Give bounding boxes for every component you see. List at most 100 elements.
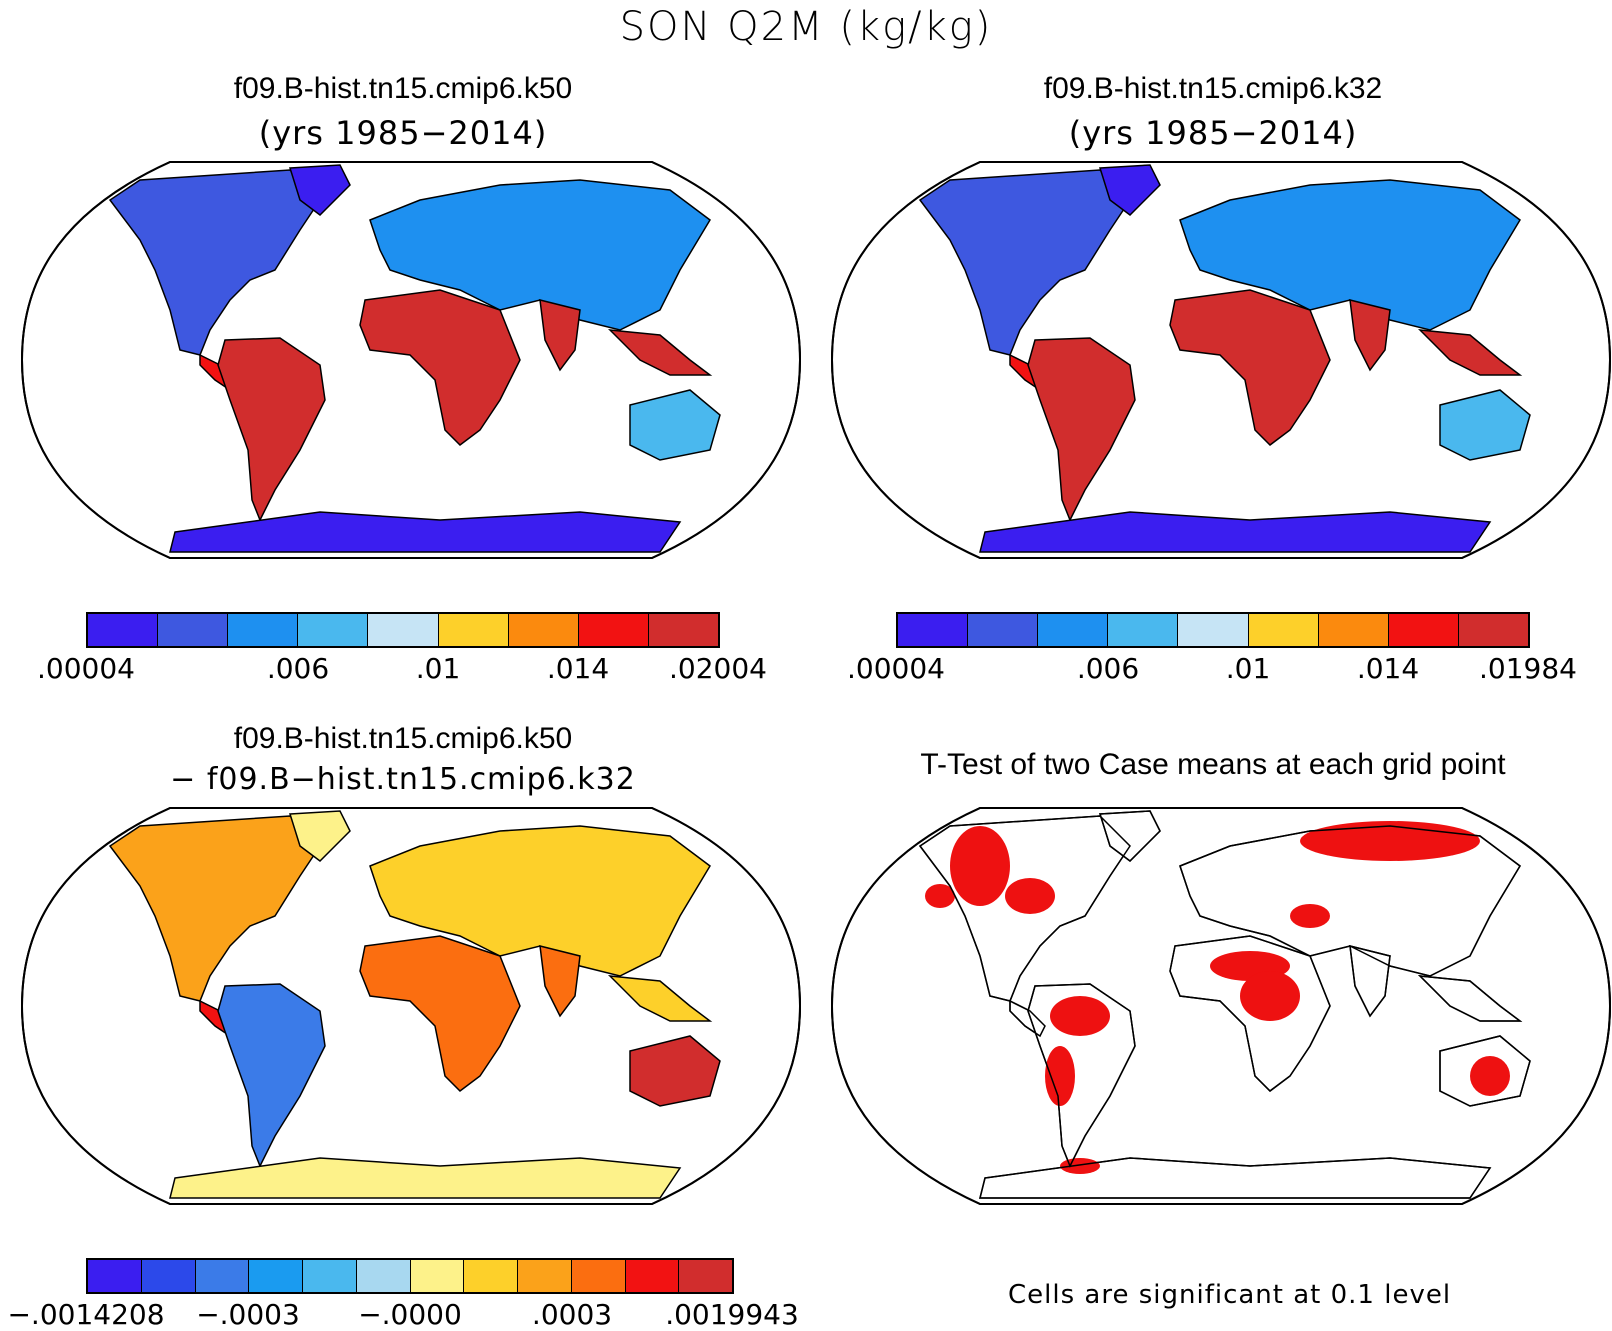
landmass-india xyxy=(539,945,581,1018)
colorbar-cell xyxy=(508,614,579,646)
tick-label: .014 xyxy=(1356,652,1420,685)
landmass-australia xyxy=(629,389,721,461)
coastline xyxy=(1417,975,1523,1022)
landmass-southAmerica xyxy=(217,983,326,1168)
colorbar-cell xyxy=(679,1260,732,1292)
panel-diff-subtitle: − f09.B−hist.tn15.cmip6.k32 xyxy=(170,762,636,797)
landmass-antarctica xyxy=(979,511,1492,553)
colorbar-cell xyxy=(298,614,369,646)
tick-label: −.0014208 xyxy=(7,1298,165,1331)
map-ttest xyxy=(830,807,1612,1205)
colorbar-cell xyxy=(625,1260,680,1292)
colorbar-cell xyxy=(158,614,229,646)
colorbar-cell xyxy=(410,1260,465,1292)
panel-k50-title: f09.B-hist.tn15.cmip6.k50 xyxy=(233,72,573,105)
colorbar-cell xyxy=(578,614,649,646)
map-diff xyxy=(20,807,802,1205)
landmass-greenland xyxy=(1098,164,1161,216)
landmass-india xyxy=(1349,299,1391,372)
landmass-india xyxy=(539,299,581,372)
significant-region xyxy=(1240,971,1300,1021)
colorbar-k32 xyxy=(896,612,1530,648)
colorbar-k50 xyxy=(86,612,720,648)
colorbar-cell xyxy=(1038,614,1109,646)
tick-label: −.0000 xyxy=(358,1298,462,1331)
significant-region xyxy=(1300,821,1480,861)
colorbar-cell xyxy=(571,1260,626,1292)
colorbar-cell xyxy=(438,614,509,646)
significance-note: Cells are significant at 0.1 level xyxy=(1008,1280,1452,1310)
tick-label: .0019943 xyxy=(665,1298,799,1331)
coastline xyxy=(1179,825,1521,977)
tick-label: .00004 xyxy=(847,652,945,685)
colorbar-cell xyxy=(1388,614,1459,646)
landmass-eurasia xyxy=(369,825,711,977)
map-border xyxy=(830,161,1612,559)
coastline xyxy=(979,1157,1492,1199)
colorbar-cell xyxy=(1108,614,1179,646)
colorbar-cell xyxy=(88,614,159,646)
landmass-seAsia xyxy=(1417,329,1523,376)
landmass-seAsia xyxy=(607,975,713,1022)
colorbar-cell xyxy=(1318,614,1389,646)
landmass-seAsia xyxy=(607,329,713,376)
landmass-africa xyxy=(1169,289,1331,446)
panel-ttest-title: T-Test of two Case means at each grid po… xyxy=(920,748,1506,781)
tick-label: .01984 xyxy=(1479,652,1577,685)
coastline xyxy=(1027,983,1136,1168)
coastline xyxy=(1169,935,1331,1092)
panel-k50-years: (yrs 1985−2014) xyxy=(258,114,548,152)
colorbar-cell xyxy=(88,1260,142,1292)
landmass-antarctica xyxy=(169,1157,682,1199)
landmass-australia xyxy=(629,1035,721,1107)
landmass-southAmerica xyxy=(1027,337,1136,522)
significant-region xyxy=(1290,904,1330,928)
tick-label: .006 xyxy=(266,652,330,685)
colorbar-cell xyxy=(898,614,969,646)
significant-region xyxy=(1060,1158,1100,1174)
landmass-greenland xyxy=(288,164,351,216)
colorbar-cell xyxy=(228,614,299,646)
colorbar-cell xyxy=(1248,614,1319,646)
colorbar-cell xyxy=(356,1260,411,1292)
map-border xyxy=(20,161,802,559)
significant-region xyxy=(950,826,1010,906)
colorbar-cell xyxy=(195,1260,250,1292)
landmass-antarctica xyxy=(169,511,682,553)
tick-label: .02004 xyxy=(669,652,767,685)
figure-title: SON Q2M (kg/kg) xyxy=(619,4,993,50)
colorbar-cell xyxy=(249,1260,303,1292)
landmass-eurasia xyxy=(1179,179,1521,331)
landmass-africa xyxy=(359,289,521,446)
tick-label: −.0003 xyxy=(196,1298,300,1331)
significant-region xyxy=(1470,1056,1510,1096)
landmass-greenland xyxy=(288,810,351,862)
coastline xyxy=(1349,945,1391,1018)
coastline xyxy=(1439,1035,1531,1107)
landmass-southAmerica xyxy=(217,337,326,522)
coastline xyxy=(1098,810,1161,862)
colorbar-cell xyxy=(303,1260,357,1292)
colorbar-cell xyxy=(648,614,718,646)
colorbar-cell xyxy=(368,614,439,646)
map-k32 xyxy=(830,161,1612,559)
significant-region xyxy=(1050,996,1110,1036)
colorbar-diff xyxy=(86,1258,734,1294)
panel-diff-title: f09.B-hist.tn15.cmip6.k50 xyxy=(233,722,573,755)
colorbar-cell xyxy=(464,1260,518,1292)
tick-label: .01 xyxy=(415,652,461,685)
tick-label: .006 xyxy=(1076,652,1140,685)
colorbar-cell xyxy=(968,614,1039,646)
significant-region xyxy=(1045,1046,1075,1106)
landmass-eurasia xyxy=(369,179,711,331)
coastline xyxy=(1009,999,1046,1038)
colorbar-cell xyxy=(518,1260,572,1292)
significant-region xyxy=(925,884,955,908)
colorbar-cell xyxy=(141,1260,196,1292)
colorbar-cell xyxy=(1458,614,1528,646)
significant-region xyxy=(1005,878,1055,914)
panel-k32-years: (yrs 1985−2014) xyxy=(1068,114,1358,152)
tick-label: .014 xyxy=(546,652,610,685)
map-border xyxy=(830,807,1612,1205)
panel-k32-title: f09.B-hist.tn15.cmip6.k32 xyxy=(1043,72,1383,105)
